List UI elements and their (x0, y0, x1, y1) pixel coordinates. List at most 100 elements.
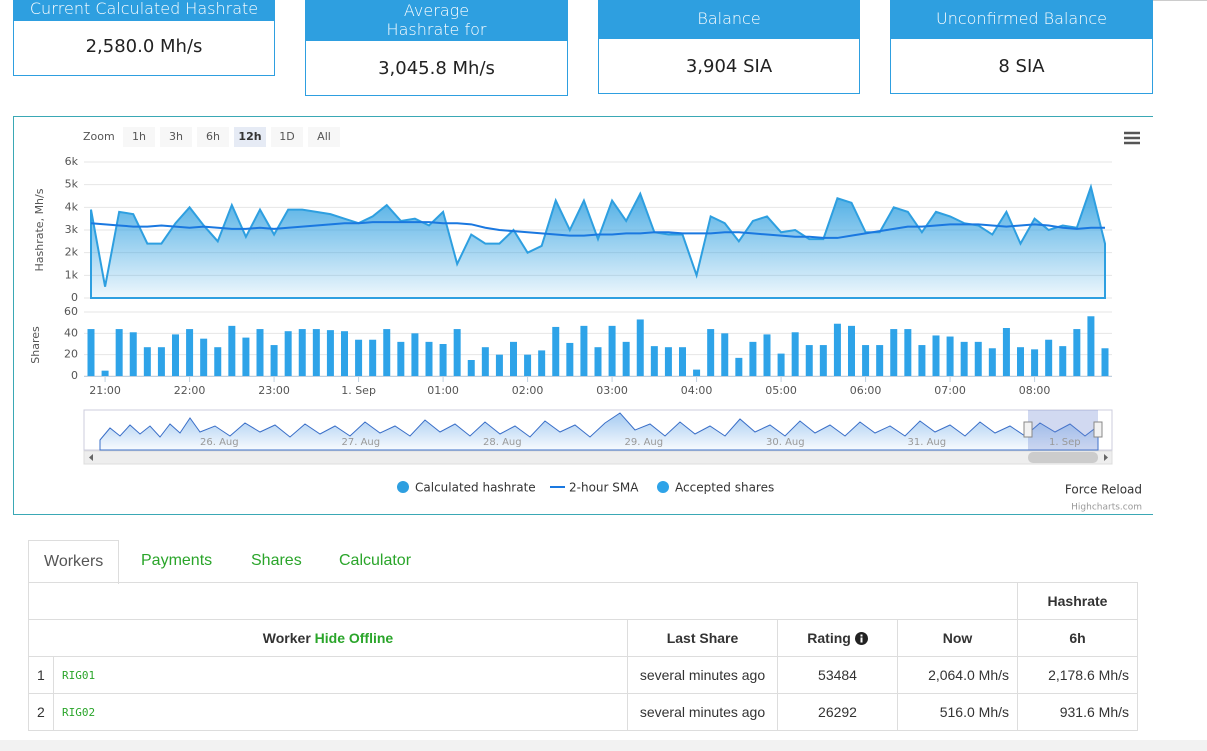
x-tick-label: 01:00 (427, 384, 459, 397)
tab[interactable]: Workers (28, 540, 120, 584)
bar (932, 335, 940, 376)
y-tick-label: 0 (71, 291, 78, 304)
column-header: Last Share (627, 619, 778, 657)
bar (819, 345, 827, 376)
navigator-label: 27. Aug (342, 437, 381, 448)
credits[interactable]: Highcharts.com (1071, 503, 1142, 513)
bar (172, 334, 179, 376)
legend-label[interactable]: Accepted shares (675, 481, 774, 495)
bar (1002, 328, 1010, 376)
hide-offline[interactable]: Hide Offline (314, 630, 394, 646)
info-icon[interactable] (854, 632, 868, 645)
zoom-button-label: 1h (132, 130, 146, 143)
worker-link[interactable]: RIG01 (53, 656, 628, 694)
bar (664, 347, 672, 376)
navigator-handle[interactable] (1093, 421, 1103, 438)
bar (1073, 329, 1081, 376)
bar (876, 345, 884, 376)
y-tick-label: 0 (71, 369, 78, 382)
bar (1031, 349, 1039, 376)
cell: 1 (28, 656, 54, 694)
force-reload[interactable]: Force Reload (1065, 483, 1142, 497)
scrollbar-thumb[interactable] (1028, 452, 1098, 463)
cell: 53484 (777, 656, 898, 694)
bar (988, 348, 996, 376)
navigator-label: 1. Sep (1049, 437, 1081, 448)
zoom-button[interactable] (123, 127, 155, 147)
bar (157, 347, 165, 376)
x-tick-label: 22:00 (174, 384, 206, 397)
bar (580, 325, 588, 376)
zoom-button-label: All (317, 130, 331, 143)
bar (256, 329, 264, 376)
bar (355, 339, 363, 376)
bar (439, 344, 447, 376)
zoom-button[interactable] (308, 127, 340, 147)
bar (538, 350, 546, 376)
legend-label[interactable]: 2-hour SMA (569, 481, 639, 495)
bar (848, 325, 855, 376)
menu-icon[interactable] (1124, 131, 1140, 145)
bar (594, 347, 602, 376)
zoom-button[interactable] (271, 127, 303, 147)
tab[interactable]: Calculator (339, 552, 412, 569)
navigator-label: 31. Aug (908, 437, 947, 448)
bar (228, 325, 236, 376)
bar (1045, 339, 1053, 376)
bar (763, 334, 771, 376)
area (90, 183, 1106, 299)
bar (341, 331, 348, 376)
bar (524, 354, 532, 376)
card-title: Average Hashrate for last 6 hours (306, 1, 567, 58)
legend-label[interactable]: Calculated hashrate (415, 481, 536, 495)
x-tick-label: 08:00 (1019, 384, 1051, 397)
legend-symbol (657, 481, 669, 493)
bar (284, 331, 292, 376)
bar (467, 360, 475, 376)
bar (129, 332, 137, 376)
navigator-series (99, 412, 1099, 451)
card-title: Current Calculated Hashrate (14, 0, 274, 21)
navigator-label: 29. Aug (625, 437, 664, 448)
bar (369, 339, 377, 376)
bar (510, 341, 517, 376)
card-title: Balance (599, 1, 859, 39)
navigator-window[interactable] (1028, 410, 1098, 450)
card-value: 3,904 SIA (685, 56, 773, 77)
cell: several minutes ago (627, 656, 778, 694)
card-value: 8 SIA (998, 56, 1045, 77)
line (90, 221, 1105, 239)
bar (270, 345, 278, 376)
bar (481, 347, 489, 376)
bar (946, 336, 954, 376)
bar (242, 337, 250, 376)
zoom-button[interactable] (197, 127, 229, 147)
y-tick-label: 1k (65, 268, 79, 281)
scrollbar[interactable] (83, 450, 1113, 465)
bar (566, 342, 574, 376)
y-tick-label: 40 (64, 326, 78, 339)
stat-card: Current Calculated Hashrate 2,580.0 Mh/s (13, 0, 275, 76)
x-tick-label: 05:00 (765, 384, 797, 397)
zoom-button[interactable] (234, 127, 266, 147)
bar (383, 329, 391, 376)
group-header: Hashrate (1017, 582, 1138, 620)
card-value: 2,580.0 Mh/s (85, 36, 203, 57)
zoom-button-label: 1D (279, 130, 294, 143)
bar (608, 325, 616, 376)
tab[interactable]: Shares (251, 552, 302, 569)
worker-link[interactable]: RIG02 (53, 693, 628, 731)
bar (622, 341, 630, 376)
bar (721, 333, 729, 376)
x-tick-label: 04:00 (681, 384, 713, 397)
tab[interactable]: Payments (141, 552, 213, 569)
chart-container: Zoom Hashrate, Mh/s Shares Force Reload … (13, 116, 1153, 515)
x-tick-label: 23:00 (258, 384, 290, 397)
column-header: Worker Hide Offline (28, 619, 628, 657)
bar (101, 370, 109, 376)
navigator-label: 26. Aug (200, 437, 239, 448)
zoom-button[interactable] (160, 127, 192, 147)
navigator-handle[interactable] (1023, 421, 1033, 438)
zoom-button-label: 6h (206, 130, 220, 143)
bar (890, 329, 898, 376)
